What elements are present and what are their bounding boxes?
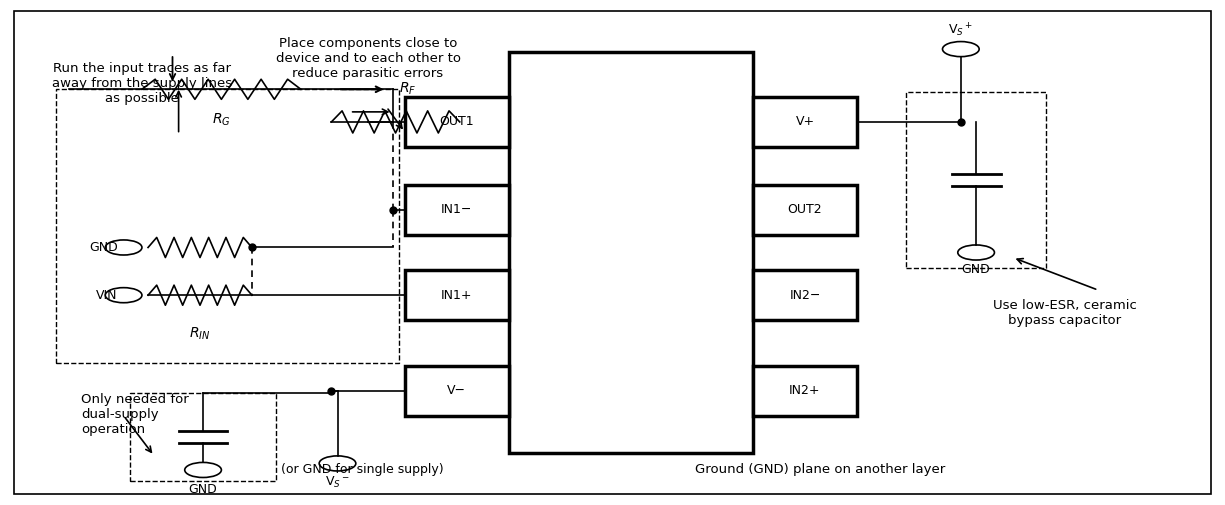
Bar [905,92,1046,268]
Text: V$_S$$^-$: V$_S$$^-$ [325,475,350,490]
Text: Only needed for
dual-supply
operation: Only needed for dual-supply operation [81,393,189,436]
Text: IN1−: IN1− [441,204,473,216]
Text: OUT1: OUT1 [440,116,474,128]
Bar [508,52,753,453]
Text: GND: GND [88,241,118,254]
Text: (or GND for single supply): (or GND for single supply) [281,463,443,476]
Bar [753,270,858,320]
Bar [130,393,277,481]
Text: V−: V− [447,384,467,397]
Text: IN2−: IN2− [789,289,821,301]
Bar [56,89,398,363]
Bar [404,97,508,147]
Text: OUT2: OUT2 [788,204,822,216]
Text: Run the input traces as far
away from the supply lines
as possible: Run the input traces as far away from th… [51,62,232,105]
Text: VIN: VIN [96,289,118,301]
Bar [404,270,508,320]
Text: V+: V+ [795,116,815,128]
Bar [753,97,858,147]
Text: IN1+: IN1+ [441,289,473,301]
Text: $R_{IN}$: $R_{IN}$ [189,325,211,342]
Text: $R_F$: $R_F$ [399,80,417,97]
Text: GND: GND [189,482,217,495]
Text: GND: GND [962,263,991,276]
Bar [753,185,858,235]
Text: $R_G$: $R_G$ [212,112,230,128]
Text: Place components close to
device and to each other to
reduce parasitic errors: Place components close to device and to … [276,36,461,80]
Bar [404,366,508,416]
Bar [753,366,858,416]
Text: V$_S$$^+$: V$_S$$^+$ [948,22,973,39]
Bar [404,185,508,235]
Text: IN2+: IN2+ [789,384,821,397]
Text: Ground (GND) plane on another layer: Ground (GND) plane on another layer [695,463,946,476]
Text: Use low-ESR, ceramic
bypass capacitor: Use low-ESR, ceramic bypass capacitor [992,299,1137,327]
